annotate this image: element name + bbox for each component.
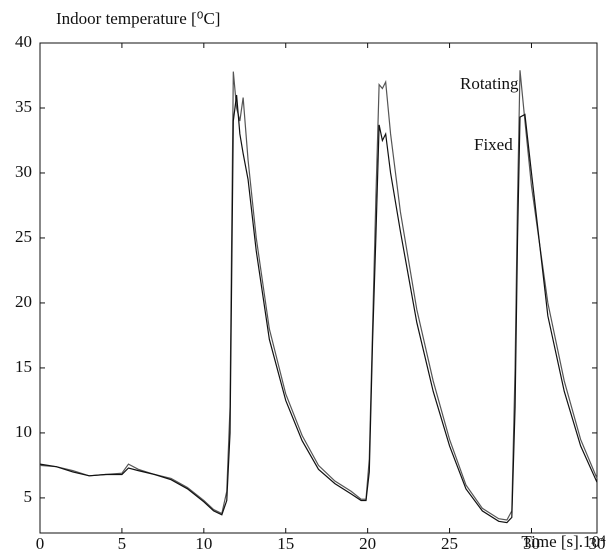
- x-tick-label: 5: [118, 534, 127, 553]
- x-axis-label: Time [s].10⁴: [521, 532, 606, 551]
- x-tick-label: 30: [523, 534, 540, 553]
- y-axis-label: Indoor temperature [⁰C]: [56, 9, 220, 28]
- y-tick-label: 35: [15, 97, 32, 116]
- y-tick-label: 40: [15, 32, 32, 51]
- y-tick-label: 15: [15, 357, 32, 376]
- x-tick-label: 10: [195, 534, 212, 553]
- x-tick-label: 30: [589, 534, 606, 553]
- x-tick-label: 15: [277, 534, 294, 553]
- y-tick-label: 5: [24, 487, 33, 506]
- x-tick-label: 25: [441, 534, 458, 553]
- y-tick-label: 30: [15, 162, 32, 181]
- x-tick-label: 20: [359, 534, 376, 553]
- annotation: Rotating: [460, 74, 519, 93]
- y-tick-label: 20: [15, 292, 32, 311]
- series-line: [39, 94, 598, 524]
- series-line: [39, 70, 598, 521]
- y-tick-label: 10: [15, 422, 32, 441]
- annotation: Fixed: [474, 135, 513, 154]
- plot-frame: [39, 42, 598, 534]
- y-tick-label: 25: [15, 227, 32, 246]
- x-tick-label: 0: [36, 534, 45, 553]
